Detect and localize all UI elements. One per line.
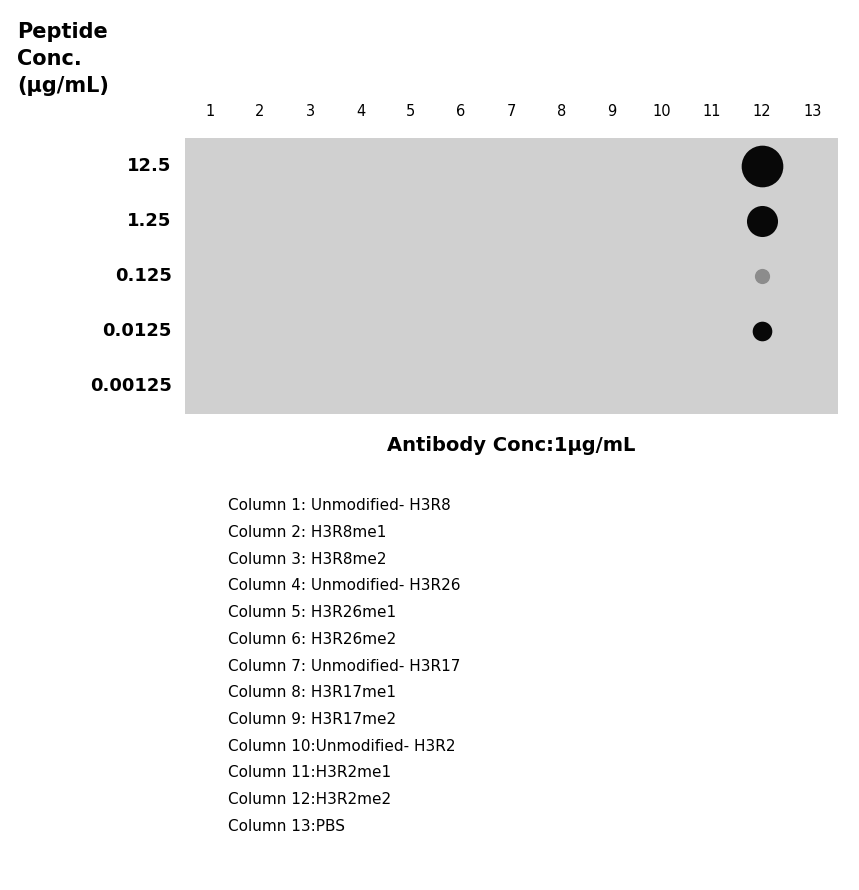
Point bbox=[755, 158, 769, 173]
Text: Peptide: Peptide bbox=[17, 22, 108, 42]
Text: Column 3: H3R8me2: Column 3: H3R8me2 bbox=[228, 552, 387, 567]
Point bbox=[755, 269, 769, 283]
Text: 6: 6 bbox=[456, 103, 466, 118]
Text: Column 12:H3R2me2: Column 12:H3R2me2 bbox=[228, 792, 391, 807]
Text: 3: 3 bbox=[306, 103, 314, 118]
Text: Conc.: Conc. bbox=[17, 49, 82, 69]
Text: Column 9: H3R17me2: Column 9: H3R17me2 bbox=[228, 712, 396, 727]
Text: Column 10:Unmodified- H3R2: Column 10:Unmodified- H3R2 bbox=[228, 739, 455, 754]
Text: (µg/mL): (µg/mL) bbox=[17, 76, 109, 95]
Text: 8: 8 bbox=[557, 103, 566, 118]
Text: 11: 11 bbox=[703, 103, 722, 118]
Text: 7: 7 bbox=[507, 103, 515, 118]
Text: Column 4: Unmodified- H3R26: Column 4: Unmodified- H3R26 bbox=[228, 578, 460, 594]
Text: 12.5: 12.5 bbox=[127, 157, 172, 174]
Text: Column 13:PBS: Column 13:PBS bbox=[228, 819, 344, 834]
Text: Column 6: H3R26me2: Column 6: H3R26me2 bbox=[228, 632, 396, 647]
Text: 4: 4 bbox=[356, 103, 365, 118]
Text: Column 8: H3R17me1: Column 8: H3R17me1 bbox=[228, 685, 396, 700]
Text: 1: 1 bbox=[205, 103, 215, 118]
Text: Column 1: Unmodified- H3R8: Column 1: Unmodified- H3R8 bbox=[228, 498, 450, 514]
Text: 0.0125: 0.0125 bbox=[102, 322, 172, 340]
Text: 13: 13 bbox=[803, 103, 821, 118]
Text: Column 5: H3R26me1: Column 5: H3R26me1 bbox=[228, 605, 396, 620]
Text: Column 7: Unmodified- H3R17: Column 7: Unmodified- H3R17 bbox=[228, 659, 460, 674]
Text: Column 2: H3R8me1: Column 2: H3R8me1 bbox=[228, 525, 386, 540]
Text: 0.00125: 0.00125 bbox=[90, 377, 172, 395]
Text: 5: 5 bbox=[406, 103, 415, 118]
Text: 12: 12 bbox=[752, 103, 771, 118]
Text: Antibody Conc:1µg/mL: Antibody Conc:1µg/mL bbox=[387, 436, 636, 455]
Text: 2: 2 bbox=[255, 103, 265, 118]
Text: 0.125: 0.125 bbox=[115, 267, 172, 285]
Text: 9: 9 bbox=[607, 103, 616, 118]
Point bbox=[755, 214, 769, 228]
Text: 10: 10 bbox=[653, 103, 671, 118]
Text: 1.25: 1.25 bbox=[127, 212, 172, 230]
Point bbox=[755, 324, 769, 338]
Text: Column 11:H3R2me1: Column 11:H3R2me1 bbox=[228, 765, 391, 781]
